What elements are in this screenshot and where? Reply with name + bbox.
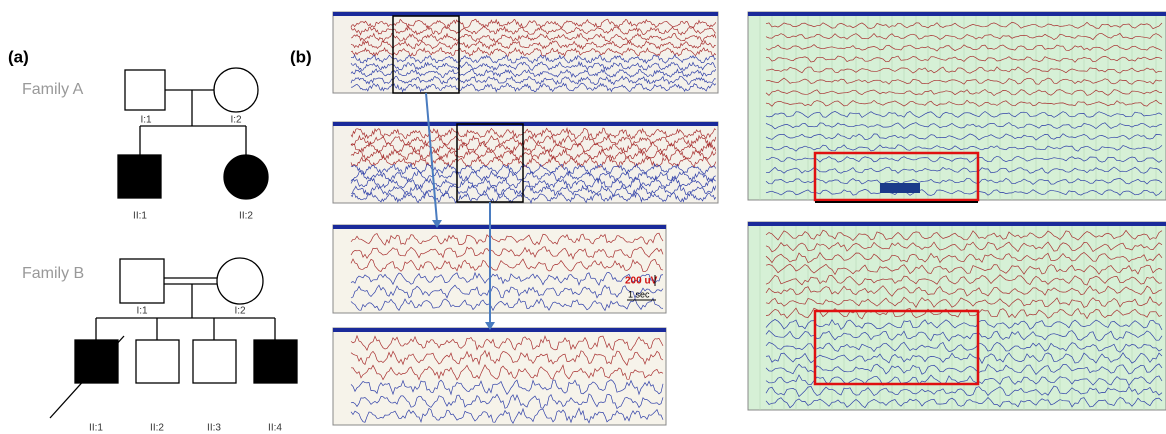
family-title: Family B [22,265,84,282]
family-title: Family A [22,81,84,98]
member-label: I:2 [230,115,242,126]
member-label: II:3 [207,423,221,434]
eeg-header [333,328,666,332]
figure: (a) Family A I:1 I:2 II:1 II:2 Family B … [0,0,1166,434]
panel-label: (a) [8,47,29,66]
pedigree-b [50,258,297,418]
eeg-header [748,12,1166,16]
member-label: II:1 [89,423,103,434]
member-label: II:2 [239,211,253,222]
member-label: II:4 [268,423,282,434]
member-label: II:1 [133,211,147,222]
eeg-header [333,12,718,16]
scale-time: 1 sec [628,289,650,299]
member-label: I:2 [234,306,246,317]
member-label: I:1 [140,115,152,126]
eeg-panels [333,12,1166,425]
eeg-header [333,122,718,126]
scale-amplitude: 200 uV [625,276,658,287]
eeg-header [333,225,666,229]
pedigree-a [118,68,268,199]
panel-label: (b) [290,47,312,66]
eeg-header [748,222,1166,226]
eeg-panel [333,328,666,425]
member-label: II:2 [150,423,164,434]
member-label: I:1 [136,306,148,317]
